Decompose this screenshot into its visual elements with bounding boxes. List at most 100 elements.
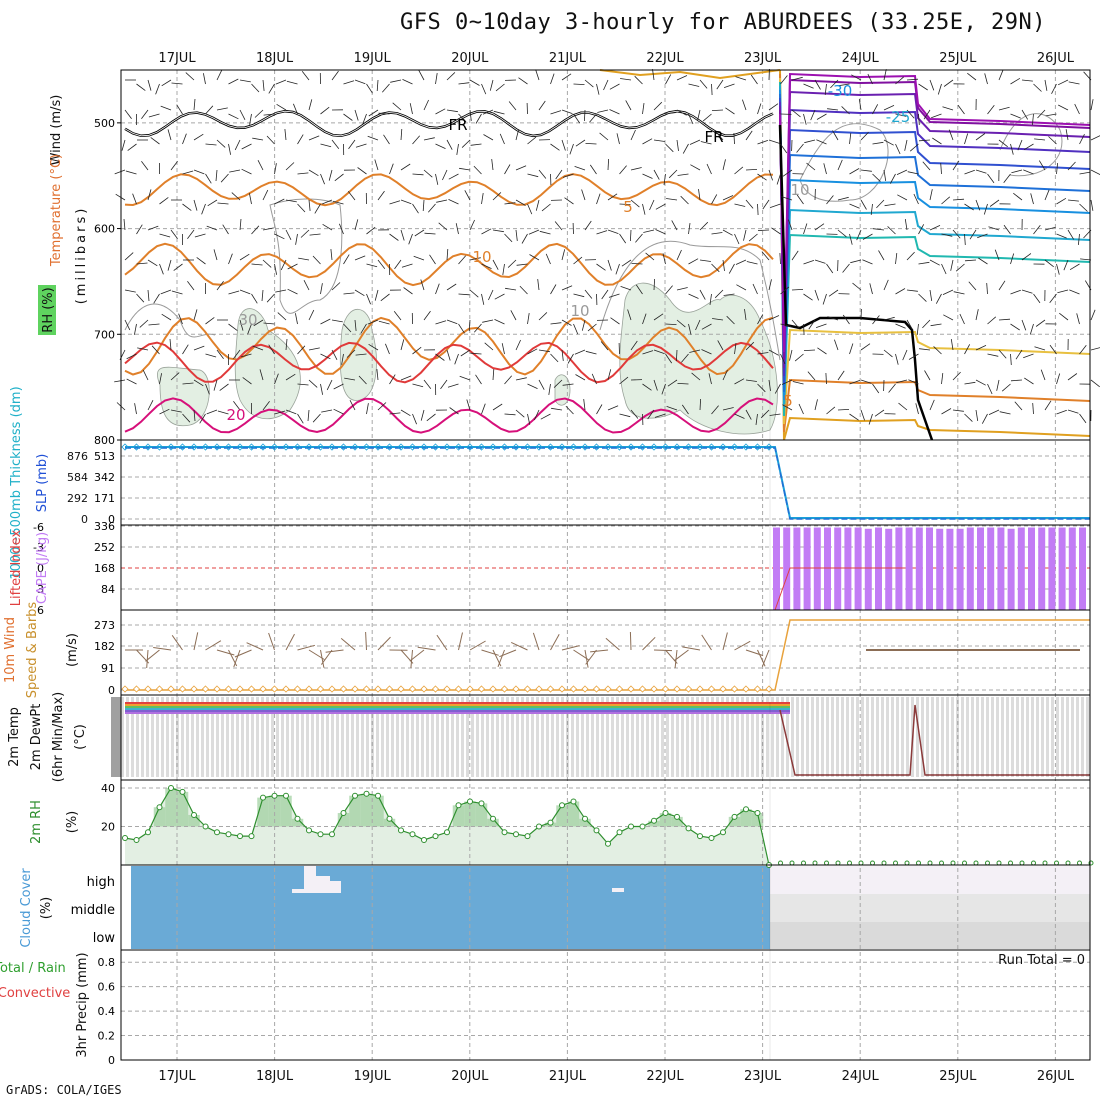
upper-wind-barb-345 xyxy=(446,349,451,361)
upper-wind-barb-899 xyxy=(975,409,979,421)
upper-wind-barb-897 xyxy=(975,345,987,351)
wind-speed-marker-0 xyxy=(121,685,129,693)
upper-wind-barb-120 xyxy=(239,79,251,83)
upper-wind-barb-1014 xyxy=(1080,258,1092,261)
slp-marker-47 xyxy=(661,443,670,451)
wind-barb-51 xyxy=(701,634,712,651)
upper-wind-barb-440 xyxy=(538,312,548,321)
rh-point-post-72 xyxy=(950,860,956,866)
upper-wind-barb-451 xyxy=(550,284,557,295)
upper-wind-barb-949 xyxy=(1032,113,1034,125)
upper-wind-barb-658 xyxy=(745,379,757,382)
upper-wind-barb-655 xyxy=(736,284,747,291)
rh-point-39 xyxy=(570,798,577,805)
upper-wind-barb-774 xyxy=(850,259,862,264)
upper-wind-barb-37 xyxy=(148,113,160,118)
slp-marker-28 xyxy=(443,443,451,451)
upper-wind-barb-64 xyxy=(182,203,192,211)
upper-wind-barb-261 xyxy=(355,353,367,356)
cape-bar-28 xyxy=(1058,527,1066,610)
upper-wind-barb-882 xyxy=(955,263,965,272)
upper-wind-barb-688 xyxy=(769,203,781,208)
upper-wind-barb-335 xyxy=(426,413,436,422)
upper-wind-barb-573 xyxy=(665,353,673,364)
slp-marker-14 xyxy=(282,443,290,451)
upper-wind-barb-696 xyxy=(791,76,803,81)
cape-bar-16 xyxy=(936,528,944,610)
upper-wind-barb-757 xyxy=(841,106,850,115)
wind-barb-45 xyxy=(642,636,656,651)
upper-wind-barb-925 xyxy=(1010,113,1021,119)
upper-wind-barb-149 xyxy=(262,227,274,231)
upper-wind-barb-241 xyxy=(354,109,359,121)
upper-wind-barb-659 xyxy=(745,409,752,420)
upper-wind-barb-254 xyxy=(355,143,367,148)
upper-wind-barb-947 xyxy=(1014,401,1023,411)
p1-label-rh-box xyxy=(38,285,56,335)
upper-wind-barb-306 xyxy=(401,263,413,268)
slp-marker-1 xyxy=(132,443,141,451)
upper-wind-barb-450 xyxy=(545,253,551,265)
upper-wind-barb-819 xyxy=(896,169,908,175)
upper-wind-barb-786 xyxy=(862,259,873,265)
p3-litick-0: -6 xyxy=(33,521,44,534)
upper-wind-barb-546 xyxy=(631,263,643,265)
upper-wind-barb-108 xyxy=(228,78,239,85)
rh-point-44 xyxy=(628,823,634,830)
upper-wind-barb-594 xyxy=(688,258,699,265)
cape-bar-2 xyxy=(793,527,801,610)
upper-wind-barb-539 xyxy=(630,409,639,419)
upper-wind-barb-341 xyxy=(438,222,448,231)
upper-wind-barb-919 xyxy=(998,280,1006,291)
upper-wind-barb-53 xyxy=(170,229,178,240)
upper-wind-barb-843 xyxy=(922,161,931,171)
upper-wind-barb-990 xyxy=(1063,259,1069,271)
upper-wind-barb-58 xyxy=(170,372,180,381)
wind-speed-marker-4 xyxy=(167,685,175,693)
upper-wind-barb-326 xyxy=(435,143,446,149)
upper-wind-barb-405 xyxy=(501,343,505,355)
rh-point-41 xyxy=(593,827,600,834)
upper-wind-barb-918 xyxy=(994,249,1000,261)
upper-wind-barb-667 xyxy=(752,283,758,295)
upper-wind-barb-850 xyxy=(924,370,931,381)
upper-wind-barb-952 xyxy=(1030,193,1034,205)
upper-wind-barb-470 xyxy=(569,143,574,155)
upper-wind-barb-202 xyxy=(308,379,318,388)
upper-wind-barb-992 xyxy=(1059,312,1069,321)
upper-wind-barb-46 xyxy=(159,373,162,385)
postcut-contour-1 xyxy=(779,73,1091,433)
upper-wind-barb-382 xyxy=(475,374,482,385)
upper-wind-barb-332 xyxy=(435,320,447,325)
upper-wind-barb-496 xyxy=(596,193,601,205)
upper-wind-barb-226 xyxy=(326,379,333,391)
temp-contour-20 xyxy=(124,397,774,434)
wind-speed-marker-29 xyxy=(454,685,463,693)
rh-dark-32 xyxy=(487,818,499,827)
upper-wind-barb-875 xyxy=(952,409,964,412)
upper-wind-barb-430 xyxy=(527,383,538,389)
upper-wind-barb-586 xyxy=(667,379,678,387)
p7-label-low: low xyxy=(93,931,116,946)
p8-label-precip: 3hr Precip (mm) xyxy=(75,952,90,1057)
upper-wind-barb-863 xyxy=(941,408,952,415)
upper-wind-barb-109 xyxy=(228,113,239,120)
upper-wind-barb-386 xyxy=(483,134,494,141)
upper-wind-barb-782 xyxy=(872,141,884,145)
upper-wind-barb-297 xyxy=(400,339,405,351)
upper-wind-barb-721 xyxy=(810,109,816,121)
rh-dark-29 xyxy=(452,805,465,827)
upper-wind-barb-892 xyxy=(975,199,981,211)
upper-wind-barb-1016 xyxy=(1090,309,1096,321)
upper-wind-barb-1010 xyxy=(1090,135,1100,141)
p3-capetick-1: 252 xyxy=(94,541,115,554)
upper-wind-barb-142 xyxy=(242,377,252,385)
p3-label-cape: CAPE (J/kg) xyxy=(35,532,50,604)
rh-dark-13 xyxy=(268,795,281,827)
upper-wind-barb-169 xyxy=(276,103,287,111)
upper-wind-barb-203 xyxy=(307,409,310,422)
wind-speed-marker-17 xyxy=(316,685,325,693)
upper-wind-barb-25 xyxy=(141,109,149,120)
upper-wind-barb-584 xyxy=(676,319,686,328)
upper-wind-barb-236 xyxy=(343,323,352,333)
